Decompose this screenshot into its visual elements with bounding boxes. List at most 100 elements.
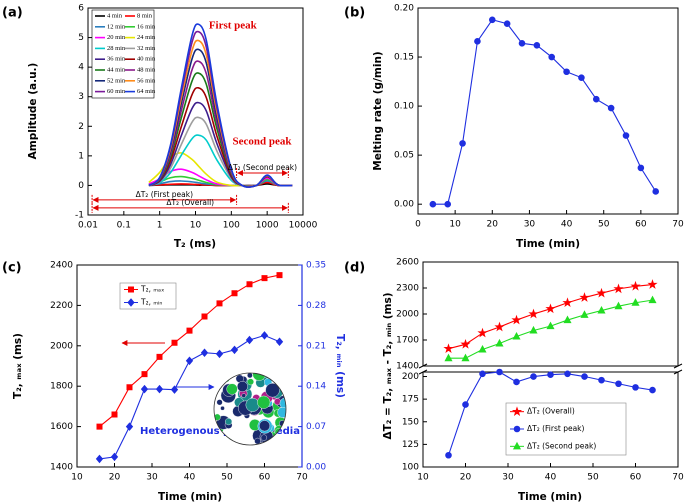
- pore: [226, 383, 238, 395]
- pore: [265, 383, 280, 398]
- x-tick-label: 20: [460, 473, 472, 483]
- x-tick-label: 60: [259, 473, 271, 483]
- marker: [529, 325, 538, 334]
- y-tick-label: 2600: [396, 258, 419, 268]
- legend-label: 64 min: [137, 88, 156, 95]
- legend-label: 28 min: [107, 45, 126, 52]
- marker: [580, 310, 589, 318]
- x-tick-label: 0.01: [78, 221, 98, 231]
- x-tick-label: 30: [502, 473, 514, 483]
- pore: [214, 378, 219, 387]
- x-tick-label: 10: [190, 221, 202, 231]
- x-axis-label: Time (min): [516, 238, 580, 250]
- marker: [171, 339, 178, 346]
- marker: [95, 454, 104, 464]
- pore: [225, 418, 233, 426]
- marker: [579, 292, 590, 302]
- pore: [259, 420, 271, 432]
- marker: [445, 451, 452, 459]
- panel-label: (a): [2, 6, 23, 21]
- panel-label: (c): [2, 261, 22, 276]
- legend-marker: [512, 441, 522, 450]
- y2-tick-label: 0.14: [306, 382, 326, 392]
- marker: [474, 38, 481, 45]
- y-tick-label: 0.15: [394, 53, 414, 63]
- legend-label: 48 min: [137, 66, 156, 73]
- marker: [155, 384, 164, 394]
- x-tick-label: 1: [157, 221, 163, 231]
- legend-label: ΔT₂ (Overall): [527, 407, 575, 416]
- y-tick-label: 1400: [396, 362, 419, 372]
- y2-tick-label: 175: [402, 395, 419, 405]
- marker: [547, 371, 554, 379]
- y-axis-label: Melting rate (g/min): [372, 51, 384, 170]
- marker: [444, 200, 452, 208]
- legend-label: 24 min: [137, 34, 156, 41]
- marker: [528, 308, 539, 319]
- y2-axis-label: T₂, ₘᵢₙ (ms): [334, 334, 346, 398]
- y-axis-label: Amplitude (a.u.): [27, 63, 39, 160]
- axis-break: [418, 369, 428, 375]
- marker: [477, 327, 488, 338]
- y-tick-label: 1: [78, 151, 84, 161]
- marker: [513, 378, 520, 386]
- panel-label: (b): [344, 6, 365, 21]
- pore: [214, 373, 226, 379]
- legend-label: 4 min: [107, 12, 123, 19]
- legend-label: 20 min: [107, 34, 126, 41]
- marker: [111, 411, 118, 418]
- y-tick-label: 2: [78, 122, 84, 132]
- y2-tick-label: 0.28: [306, 301, 326, 311]
- y2-tick-label: 100: [402, 463, 419, 473]
- y-tick-label: 0.10: [394, 102, 414, 112]
- marker: [648, 295, 657, 304]
- y2-tick-label: 0.00: [306, 463, 326, 473]
- pore: [276, 373, 286, 382]
- x-tick-label: 40: [561, 220, 573, 230]
- pore: [275, 373, 284, 382]
- y-tick-label: 6: [78, 4, 84, 14]
- x-tick-label: 40: [184, 473, 196, 483]
- marker: [140, 384, 149, 394]
- x-tick-label: 60: [635, 220, 647, 230]
- legend-label: 8 min: [137, 12, 153, 19]
- marker: [478, 344, 487, 353]
- pore: [245, 397, 260, 412]
- pore: [237, 381, 248, 392]
- marker: [141, 371, 148, 378]
- x-tick-label: 10: [71, 473, 83, 483]
- marker: [246, 281, 253, 288]
- marker: [564, 370, 571, 378]
- marker: [581, 373, 588, 380]
- legend-label: 36 min: [107, 56, 126, 63]
- marker: [462, 401, 469, 408]
- x-tick-label: 10000: [289, 221, 318, 231]
- marker: [200, 348, 209, 357]
- marker: [512, 331, 521, 340]
- marker: [260, 331, 269, 340]
- marker: [261, 275, 268, 282]
- marker: [170, 385, 179, 394]
- legend-label: 40 min: [137, 56, 156, 63]
- marker: [615, 380, 622, 388]
- marker: [125, 422, 134, 431]
- marker: [488, 16, 496, 24]
- marker: [496, 368, 503, 376]
- marker: [578, 74, 585, 81]
- legend-label: 16 min: [137, 23, 156, 30]
- marker: [479, 370, 486, 378]
- pore: [220, 406, 225, 411]
- marker: [444, 353, 453, 362]
- x-tick-label: 0.1: [117, 221, 131, 231]
- marker: [598, 376, 605, 384]
- marker: [563, 68, 570, 76]
- marker: [96, 423, 103, 430]
- series-line: [432, 19, 657, 205]
- x-tick-label: 30: [524, 220, 536, 230]
- annotation: Second peak: [233, 135, 293, 147]
- pore: [257, 395, 271, 409]
- y-axis-label: T₂, ₘₐₓ (ms): [12, 333, 24, 399]
- marker: [533, 41, 541, 49]
- marker: [275, 337, 284, 347]
